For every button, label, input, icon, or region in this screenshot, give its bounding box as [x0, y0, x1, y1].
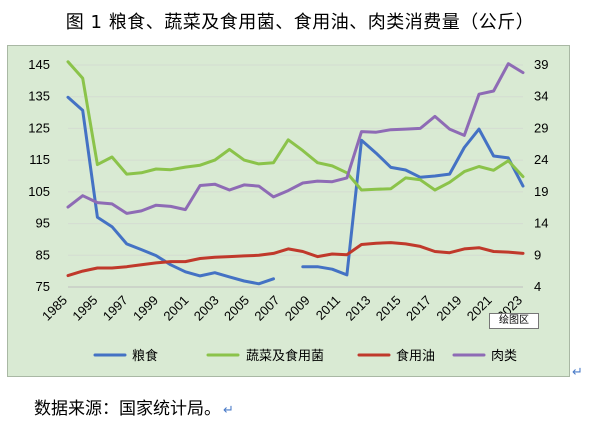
- left-y-tick-label: 85: [36, 247, 50, 262]
- x-tick-label: 1985: [39, 293, 70, 324]
- left-y-tick-label: 115: [29, 152, 50, 167]
- gridlines: [68, 64, 523, 288]
- series-line-1: [66, 60, 525, 192]
- series-line-3: [66, 62, 525, 215]
- right-y-axis: 4 9 14 19 24 29 34 39: [534, 57, 548, 294]
- x-tick-label: 2015: [373, 293, 404, 324]
- x-tick-label: 1999: [130, 293, 161, 324]
- x-tick-label: 2007: [251, 293, 282, 324]
- x-axis: 1985 1995 1997 1999 2001 2003 2005 2007 2009 2011…: [39, 286, 525, 324]
- right-y-tick-label: 24: [534, 152, 548, 167]
- left-y-tick-label: 105: [28, 184, 50, 199]
- paragraph-mark-icon: ↵: [572, 365, 583, 380]
- right-y-tick-label: 39: [534, 57, 548, 72]
- paragraph-mark-icon: ↵: [223, 403, 234, 418]
- x-tick-label: 2019: [433, 293, 464, 324]
- x-tick-label: 2001: [160, 293, 191, 324]
- series-line-2: [66, 241, 525, 278]
- right-y-tick-label: 29: [534, 120, 548, 135]
- x-tick-label: 2009: [282, 293, 313, 324]
- legend: 粮食 蔬菜及食用菌 食用油 肉类: [93, 348, 517, 364]
- left-y-tick-label: 125: [28, 120, 50, 135]
- left-y-tick-label: 95: [36, 216, 50, 231]
- right-y-tick-label: 4: [534, 279, 541, 294]
- legend-label: 粮食: [132, 348, 158, 364]
- legend-label: 食用油: [396, 348, 435, 364]
- x-tick-label: 2003: [191, 293, 222, 324]
- legend-label: 肉类: [491, 349, 517, 364]
- chart-title: 图 1 粮食、蔬菜及食用菌、食用油、肉类消费量（公斤）: [65, 12, 535, 33]
- left-y-tick-label: 145: [28, 57, 50, 72]
- left-y-tick-label: 135: [28, 89, 50, 104]
- series-lines: [66, 60, 525, 286]
- right-y-tick-label: 34: [534, 89, 548, 104]
- series-line-0: [301, 127, 525, 277]
- data-source-note: 数据来源：国家统计局。 ↵: [34, 394, 234, 419]
- plot-area-tooltip: 绘图区: [489, 313, 539, 329]
- right-y-tick-label: 14: [534, 216, 548, 231]
- x-tick-label: 2017: [403, 293, 434, 324]
- x-tick-label: 1995: [69, 293, 100, 324]
- right-y-tick-label: 19: [534, 184, 548, 199]
- x-tick-label: 1997: [100, 293, 131, 324]
- x-tick-label: 2005: [221, 293, 252, 324]
- x-tick-label: 2013: [342, 293, 373, 324]
- x-tick-label: 2011: [313, 293, 343, 323]
- series-line-0: [66, 95, 275, 286]
- left-y-axis: 75 85 95 105 115 125 135 145: [28, 57, 50, 294]
- legend-label: 蔬菜及食用菌: [246, 348, 324, 364]
- source-text: 数据来源：国家统计局。: [34, 399, 221, 419]
- left-y-tick-label: 75: [36, 279, 50, 294]
- right-y-tick-label: 9: [534, 247, 541, 262]
